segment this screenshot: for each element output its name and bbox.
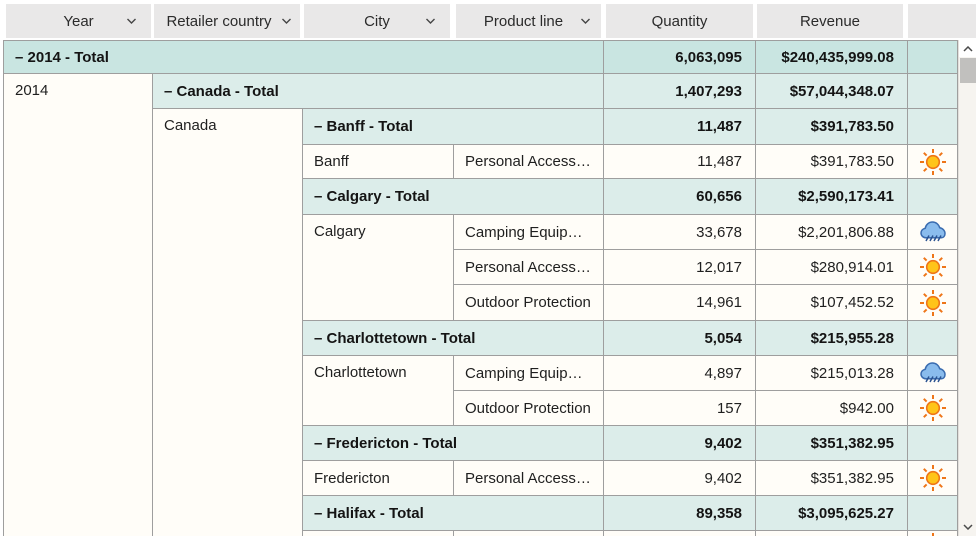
weather-cell-empty — [908, 426, 958, 461]
column-header-label: Product line — [483, 12, 564, 30]
weather-cell[interactable] — [908, 285, 958, 321]
quantity-cell[interactable]: 11,487 — [604, 109, 756, 145]
weather-cell[interactable] — [908, 215, 958, 250]
sun-icon — [919, 465, 946, 491]
product-line-cell[interactable]: Personal Access… — [454, 250, 604, 285]
quantity-cell[interactable]: 4,897 — [604, 356, 756, 391]
total-row-label[interactable]: – Canada - Total — [153, 74, 604, 109]
weather-cell[interactable] — [908, 531, 958, 536]
weather-cell-empty — [908, 109, 958, 145]
column-header-label: Revenue — [799, 12, 861, 30]
revenue-cell[interactable]: $215,955.28 — [756, 321, 908, 356]
chevron-down-icon — [581, 18, 590, 24]
scrollbar-thumb[interactable] — [960, 58, 976, 83]
quantity-cell[interactable]: 11,487 — [604, 145, 756, 179]
city-cell[interactable]: Banff — [303, 145, 454, 179]
column-header-label: Retailer country — [166, 12, 272, 30]
product-line-cell[interactable] — [454, 531, 604, 536]
sun-icon — [919, 148, 946, 175]
city-cell[interactable] — [303, 531, 454, 536]
country-cell[interactable]: Canada — [153, 109, 303, 536]
column-header-label: City — [364, 12, 390, 30]
revenue-cell[interactable]: $57,044,348.07 — [756, 74, 908, 109]
product-line-cell[interactable]: Camping Equip… — [454, 356, 604, 391]
chevron-down-icon — [963, 523, 973, 530]
column-header-product-line[interactable]: Product line — [456, 4, 601, 38]
column-header-label: Year — [63, 12, 94, 30]
weather-cell-empty — [908, 179, 958, 215]
total-row-label[interactable]: – Calgary - Total — [303, 179, 604, 215]
total-row-label[interactable]: – 2014 - Total — [4, 41, 604, 74]
total-row-label[interactable]: – Charlottetown - Total — [303, 321, 604, 356]
scroll-down-button[interactable] — [959, 518, 976, 535]
weather-cell[interactable] — [908, 391, 958, 426]
revenue-cell[interactable]: $391,783.50 — [756, 109, 908, 145]
chevron-down-icon — [282, 18, 291, 24]
weather-cell[interactable] — [908, 356, 958, 391]
revenue-cell[interactable]: $240,435,999.08 — [756, 41, 908, 74]
revenue-cell[interactable]: $215,013.28 — [756, 356, 908, 391]
vertical-scrollbar[interactable] — [958, 40, 976, 536]
sun-icon — [919, 254, 946, 280]
chevron-up-icon — [963, 45, 973, 52]
revenue-cell[interactable]: $2,590,173.41 — [756, 179, 908, 215]
crosstab-table: – 2014 - Total 6,063,095 $240,435,999.08… — [3, 40, 958, 536]
total-row-label[interactable]: – Banff - Total — [303, 109, 604, 145]
rain-cloud-icon — [919, 220, 946, 241]
quantity-cell[interactable]: 9,402 — [604, 461, 756, 496]
rain-cloud-icon — [919, 361, 946, 382]
scroll-up-button[interactable] — [959, 40, 976, 57]
weather-cell-empty — [908, 41, 958, 74]
quantity-cell[interactable]: 12,017 — [604, 250, 756, 285]
revenue-cell[interactable]: $391,783.50 — [756, 145, 908, 179]
city-cell[interactable]: Fredericton — [303, 461, 454, 496]
revenue-cell[interactable]: $942.00 — [756, 391, 908, 426]
column-header-quantity[interactable]: Quantity — [606, 4, 753, 38]
column-header-revenue[interactable]: Revenue — [757, 4, 903, 38]
weather-cell[interactable] — [908, 461, 958, 496]
column-header-label: Quantity — [651, 12, 708, 30]
product-line-cell[interactable]: Outdoor Protection — [454, 391, 604, 426]
column-header-retailer-country[interactable]: Retailer country — [154, 4, 300, 38]
product-line-cell[interactable]: Personal Access… — [454, 145, 604, 179]
column-header-year[interactable]: Year — [6, 4, 151, 38]
revenue-cell[interactable]: $2,201,806.88 — [756, 215, 908, 250]
sun-icon — [919, 395, 946, 421]
total-row-label[interactable]: – Fredericton - Total — [303, 426, 604, 461]
quantity-cell[interactable]: 60,656 — [604, 179, 756, 215]
chevron-down-icon — [127, 18, 136, 24]
revenue-cell[interactable]: $280,914.01 — [756, 250, 908, 285]
revenue-cell[interactable]: $3,095,625.27 — [756, 496, 908, 531]
total-row-label[interactable]: – Halifax - Total — [303, 496, 604, 531]
city-cell[interactable]: Calgary — [303, 215, 454, 321]
weather-cell[interactable] — [908, 145, 958, 179]
quantity-cell[interactable]: 6,063,095 — [604, 41, 756, 74]
quantity-cell[interactable]: 9,402 — [604, 426, 756, 461]
revenue-cell[interactable] — [756, 531, 908, 536]
quantity-cell[interactable]: 89,358 — [604, 496, 756, 531]
weather-cell-empty — [908, 496, 958, 531]
sun-icon — [919, 289, 946, 316]
chevron-down-icon — [426, 18, 435, 24]
product-line-cell[interactable]: Personal Access… — [454, 461, 604, 496]
city-cell[interactable]: Charlottetown — [303, 356, 454, 426]
quantity-cell[interactable] — [604, 531, 756, 536]
sun-icon — [931, 533, 934, 536]
quantity-cell[interactable]: 33,678 — [604, 215, 756, 250]
quantity-cell[interactable]: 14,961 — [604, 285, 756, 321]
year-cell[interactable]: 2014 — [4, 74, 153, 536]
column-header-city[interactable]: City — [304, 4, 450, 38]
revenue-cell[interactable]: $351,382.95 — [756, 426, 908, 461]
product-line-cell[interactable]: Outdoor Protection — [454, 285, 604, 321]
quantity-cell[interactable]: 157 — [604, 391, 756, 426]
weather-cell-empty — [908, 74, 958, 109]
revenue-cell[interactable]: $107,452.52 — [756, 285, 908, 321]
quantity-cell[interactable]: 1,407,293 — [604, 74, 756, 109]
revenue-cell[interactable]: $351,382.95 — [756, 461, 908, 496]
product-line-cell[interactable]: Camping Equip… — [454, 215, 604, 250]
weather-cell[interactable] — [908, 250, 958, 285]
column-header-weather — [908, 4, 976, 38]
weather-cell-empty — [908, 321, 958, 356]
quantity-cell[interactable]: 5,054 — [604, 321, 756, 356]
